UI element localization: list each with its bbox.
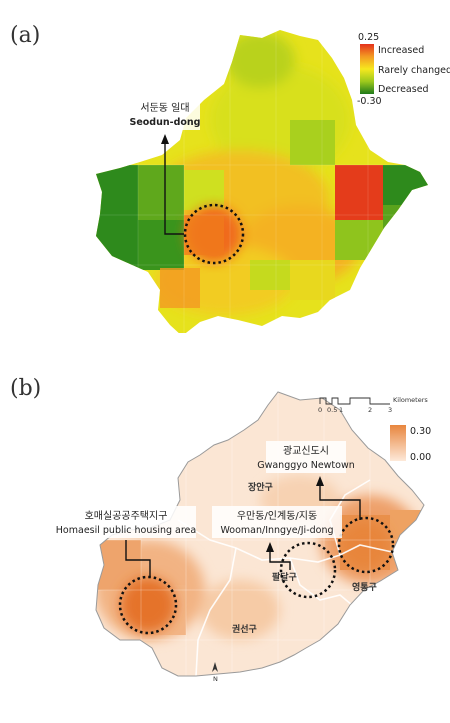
gwanggyo-callout: 광교신도시 Gwanggyo Newtown [257,441,395,574]
gwanggyo-arrow-icon [316,476,324,486]
legend-b-colorbar [390,425,406,461]
legend-a-rarely-changed: Rarely changed [378,65,450,76]
wooman-callout: 우만동/인계동/지동 Wooman/Inngye/Ji-dong [212,506,342,599]
district-jangan: 장안구 [248,481,273,493]
scale-tick-0: 0 [318,406,322,414]
seodun-label-korean: 서둔동 일대 [140,102,189,114]
wooman-arrow-icon [266,542,274,552]
legend-a-max: 0.25 [358,32,379,43]
scale-tick-1: 1 [339,406,343,414]
homaesil-leader-line [125,540,151,578]
homaesil-label-korean: 호매실공공주택지구 [85,510,168,522]
district-yeongtong: 영통구 [352,581,377,593]
gwanggyo-highlight-circle [337,516,395,574]
legend-a-increased: Increased [378,45,424,56]
scale-tick-0-5: 0.5 [327,406,337,414]
scale-tick-3: 3 [388,406,392,414]
panel-b-legend: 0.30 0.00 [390,425,431,463]
homaesil-callout: 호매실공공주택지구 Homaesil public housing area [56,506,196,635]
north-label: N [213,675,218,683]
panel-a-legend: 0.25 Increased Rarely changed Decreased … [357,32,450,107]
seodun-highlight-circle [183,203,245,265]
panel-b-label: (b) [10,376,41,401]
seodun-arrow-icon [161,134,169,144]
wooman-leader-line [269,548,291,570]
legend-a-colorbar [360,44,374,94]
legend-b-min: 0.00 [410,452,431,463]
wooman-label-korean: 우만동/인계동/지동 [237,510,317,522]
seodun-label-english: Seodun-dong [130,117,201,128]
wooman-highlight-circle [279,541,337,599]
district-gwonseon: 권선구 [232,623,257,635]
gwanggyo-label-english: Gwanggyo Newtown [257,460,355,471]
panel-a-label: (a) [10,23,40,48]
scale-bar: 0 0.5 1 2 3 Kilometers [318,396,428,414]
legend-a-decreased: Decreased [378,84,429,95]
north-arrow-icon: N [212,662,218,683]
wooman-label-english: Wooman/Inngye/Ji-dong [220,525,333,536]
panel-b-city-boundary [95,391,425,677]
seodun-leader-line [164,140,184,235]
gwanggyo-leader-line [319,482,361,520]
homaesil-label-english: Homaesil public housing area [56,525,196,536]
scale-unit: Kilometers [393,396,428,404]
seodun-callout: 서둔동 일대 Seodun-dong [130,98,245,265]
gwanggyo-label-korean: 광교신도시 [283,445,329,457]
legend-b-max: 0.30 [410,426,431,437]
district-paldal: 팔달구 [272,571,297,583]
legend-a-min: -0.30 [357,96,382,107]
homaesil-highlight-circle [118,575,178,635]
scale-tick-2: 2 [368,406,372,414]
